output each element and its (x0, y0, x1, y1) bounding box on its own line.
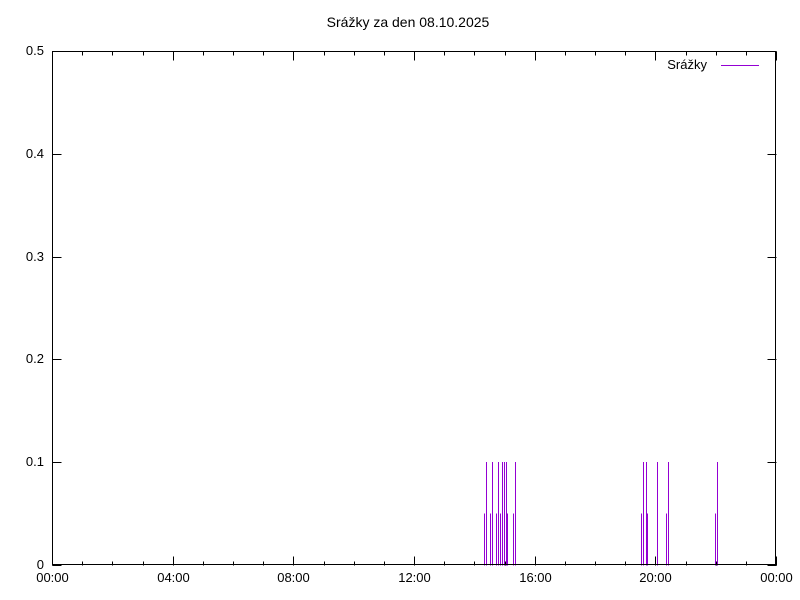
svg-text:08:00: 08:00 (277, 570, 310, 585)
svg-text:0.2: 0.2 (26, 351, 44, 366)
svg-text:00:00: 00:00 (760, 570, 793, 585)
svg-text:00:00: 00:00 (36, 570, 69, 585)
svg-text:16:00: 16:00 (519, 570, 552, 585)
svg-text:0: 0 (37, 557, 44, 572)
svg-text:20:00: 20:00 (639, 570, 672, 585)
svg-text:04:00: 04:00 (157, 570, 190, 585)
svg-text:Srážky: Srážky (667, 57, 707, 72)
svg-text:12:00: 12:00 (398, 570, 431, 585)
svg-text:0.4: 0.4 (26, 146, 44, 161)
svg-text:0.3: 0.3 (26, 249, 44, 264)
svg-text:0.5: 0.5 (26, 43, 44, 58)
svg-text:Srážky za den 08.10.2025: Srážky za den 08.10.2025 (327, 14, 490, 30)
svg-text:0.1: 0.1 (26, 454, 44, 469)
